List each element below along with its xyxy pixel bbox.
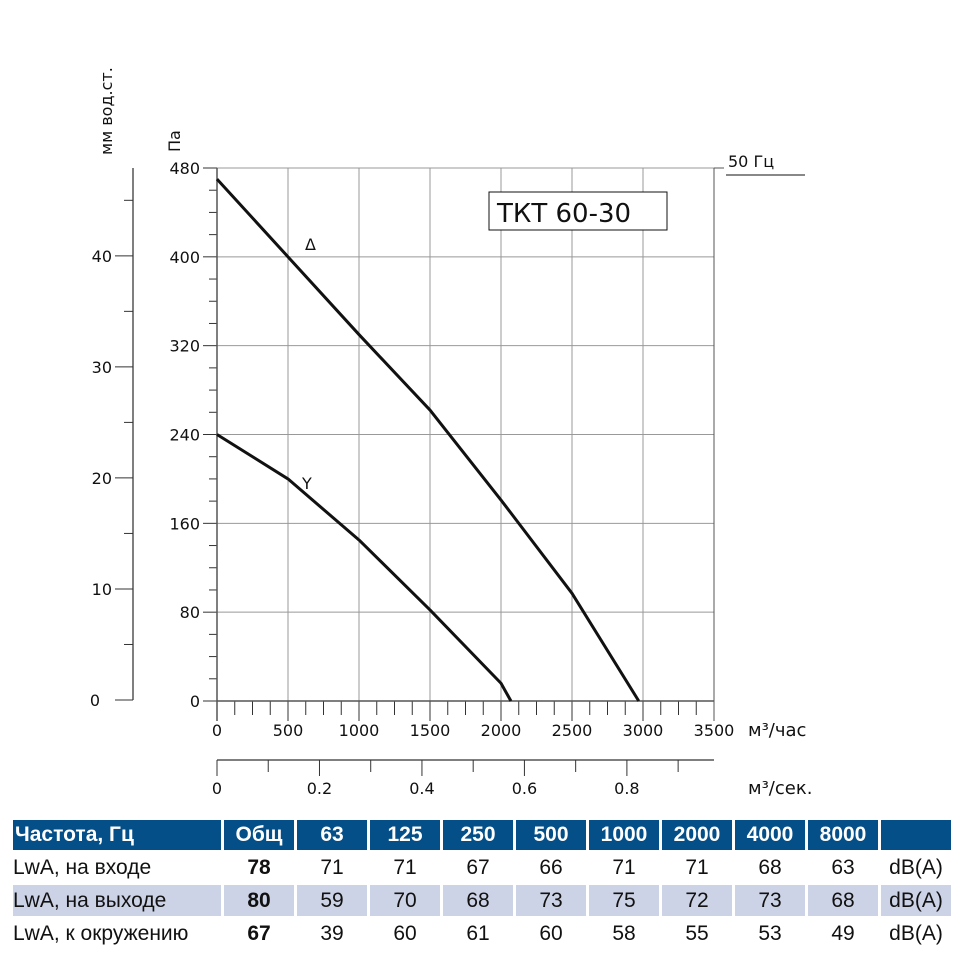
table-cell: 71 (685, 855, 709, 879)
fan-curve-chart: 0 500 1000 1500 2000 2500 3000 3500080160240320… (90, 67, 813, 799)
table-cell: 55 (685, 921, 709, 945)
series-label: Y (301, 474, 312, 493)
table-cell: 58 (612, 921, 636, 945)
table-cell: 73 (735, 885, 805, 916)
table-cell: LwA, на входе (13, 855, 152, 879)
frequency-label: 50 Гц (728, 152, 774, 171)
table-row: LwA, на входе 78 71 71 67 66 71 71 68 63 dB(A) (13, 852, 951, 883)
y2-axis-label-mm: мм вод.ст. (97, 67, 116, 155)
table-cell: 71 (393, 855, 417, 879)
table-header-cell: 125 (370, 820, 440, 850)
series-line-delta (215, 178, 641, 702)
y-tick-label: 80 (180, 603, 200, 622)
table-cell: dB(A) (889, 921, 943, 945)
table-cell: 71 (320, 855, 344, 879)
table-cell: dB(A) (889, 855, 943, 879)
table-cell: 70 (370, 885, 440, 916)
y-tick-label: 400 (169, 248, 200, 267)
table-cell: LwA, к окружению (13, 921, 189, 945)
y2-tick-label: 10 (92, 580, 112, 599)
series-line-star (216, 433, 513, 702)
y2-tick-label: 0 (90, 691, 100, 710)
table-cell: 60 (539, 921, 563, 945)
table-cell: 53 (758, 921, 782, 945)
model-title-box (488, 191, 668, 231)
y2-tick-label: 40 (92, 247, 112, 266)
y-tick-label: 320 (169, 337, 200, 356)
x2-axis-label: м³/сек. (748, 778, 812, 799)
x-tick-label: 2000 (481, 721, 522, 740)
table-header-cell: 1000 (589, 820, 659, 850)
y-tick-label: 240 (169, 426, 200, 445)
table-cell: 67 (466, 855, 490, 879)
x2-tick-label: 0.4 (409, 779, 434, 798)
table-header-cell: 8000 (808, 820, 878, 850)
table-header-cell: 500 (516, 820, 586, 850)
table-cell: 39 (320, 921, 344, 945)
table-cell: 66 (539, 855, 563, 879)
table-cell: 63 (831, 855, 855, 879)
table-header-cell: 63 (297, 820, 367, 850)
x2-tick-label: 0.6 (512, 779, 537, 798)
model-title: ТКТ 60-30 (496, 199, 631, 229)
x-tick-label: 3500 (694, 721, 735, 740)
table-cell: 68 (758, 855, 782, 879)
x-axis-label: м³/час (748, 720, 806, 741)
table-cell: 68 (443, 885, 513, 916)
table-cell: 78 (247, 855, 271, 879)
table-cell: 60 (393, 921, 417, 945)
table-cell: 75 (589, 885, 659, 916)
series-label: Δ (305, 235, 316, 254)
y-tick-label: 160 (169, 514, 200, 533)
table-row: LwA, на выходе 80 59 70 68 73 75 72 73 68 dB(A) (13, 885, 951, 916)
table-header-cell: Частота, Гц (13, 820, 221, 850)
x-tick-label: 500 (273, 721, 304, 740)
y-tick-label: 480 (169, 159, 200, 178)
table-cell: 67 (247, 921, 271, 945)
y2-tick-label: 30 (92, 358, 112, 377)
table-header-cell: 250 (443, 820, 513, 850)
table-cell: 80 (224, 885, 294, 916)
y-tick-label: 0 (190, 692, 200, 711)
table-cell: 71 (612, 855, 636, 879)
table-cell: 68 (808, 885, 878, 916)
sound-power-table: Частота, Гц Общ 63 125 250 500 1000 2000 4000 800… (10, 818, 954, 951)
table-header-cell (881, 820, 951, 850)
x2-tick-label: 0.8 (614, 779, 639, 798)
table-header-cell: Общ (224, 820, 294, 850)
x-tick-label: 0 (212, 721, 222, 740)
table-row: LwA, к окружению 67 39 60 61 60 58 55 53 49 dB(A) (13, 918, 951, 949)
x-tick-label: 1500 (410, 721, 451, 740)
table-cell: 73 (516, 885, 586, 916)
table-header-cell: 2000 (662, 820, 732, 850)
x2-tick-label: 0.2 (307, 779, 332, 798)
table-cell: 61 (466, 921, 490, 945)
x2-tick-label: 0 (212, 779, 222, 798)
table-cell: 59 (297, 885, 367, 916)
x-tick-label: 2500 (552, 721, 593, 740)
x-tick-label: 1000 (339, 721, 380, 740)
table-cell: 72 (662, 885, 732, 916)
table-cell: dB(A) (881, 885, 951, 916)
table-cell: 49 (831, 921, 855, 945)
table-cell: LwA, на выходе (13, 885, 221, 916)
x-tick-label: 3000 (623, 721, 664, 740)
y-axis-label-pa: Па (165, 130, 184, 152)
y2-tick-label: 20 (92, 469, 112, 488)
table-header-cell: 4000 (735, 820, 805, 850)
